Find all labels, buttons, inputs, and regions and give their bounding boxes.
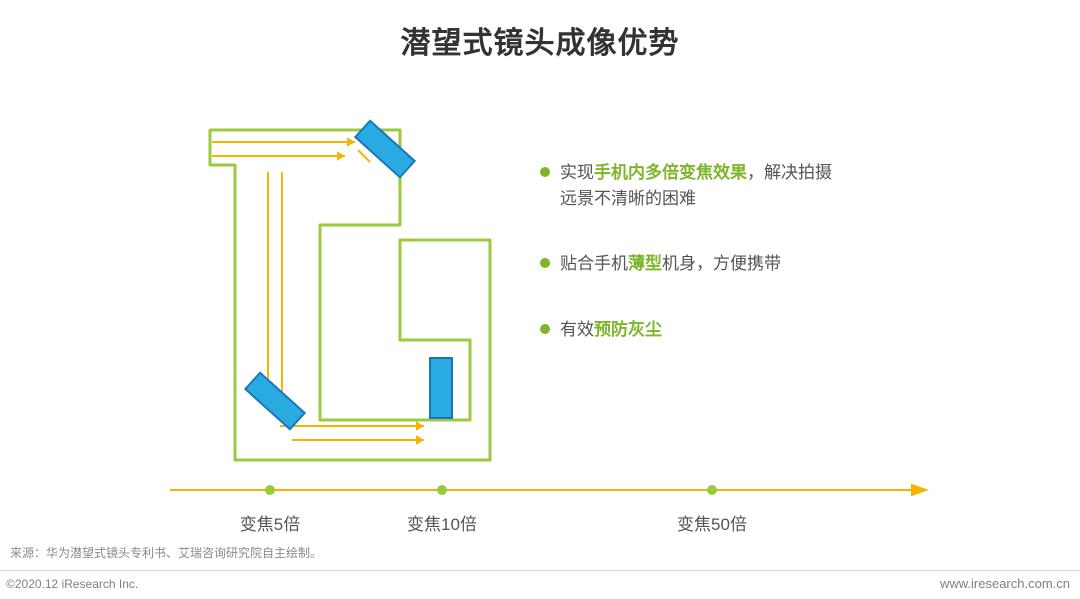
- advantage-item: 实现手机内多倍变焦效果，解决拍摄远景不清晰的困难: [540, 160, 840, 211]
- advantage-list: 实现手机内多倍变焦效果，解决拍摄远景不清晰的困难贴合手机薄型机身，方便携带有效预…: [540, 160, 840, 382]
- bullet-dot-icon: [540, 167, 550, 177]
- bullet-dot-icon: [540, 324, 550, 334]
- bullet-dot-icon: [540, 258, 550, 268]
- footer-divider: [0, 570, 1080, 571]
- axis-tick-label: 变焦5倍: [240, 510, 300, 535]
- advantage-item: 有效预防灰尘: [540, 317, 840, 343]
- axis-tick-label: 变焦50倍: [677, 510, 747, 535]
- advantage-text: 贴合手机薄型机身，方便携带: [560, 251, 781, 277]
- advantage-item: 贴合手机薄型机身，方便携带: [540, 251, 840, 277]
- page-title: 潜望式镜头成像优势: [0, 18, 1080, 62]
- site-url: www.iresearch.com.cn: [940, 576, 1070, 591]
- copyright-text: ©2020.12 iResearch Inc.: [6, 577, 138, 591]
- advantage-text: 有效预防灰尘: [560, 317, 662, 343]
- axis-tick-label: 变焦10倍: [407, 510, 477, 535]
- advantage-text: 实现手机内多倍变焦效果，解决拍摄远景不清晰的困难: [560, 160, 840, 211]
- source-text: 来源：华为潜望式镜头专利书、艾瑞咨询研究院自主绘制。: [10, 544, 322, 561]
